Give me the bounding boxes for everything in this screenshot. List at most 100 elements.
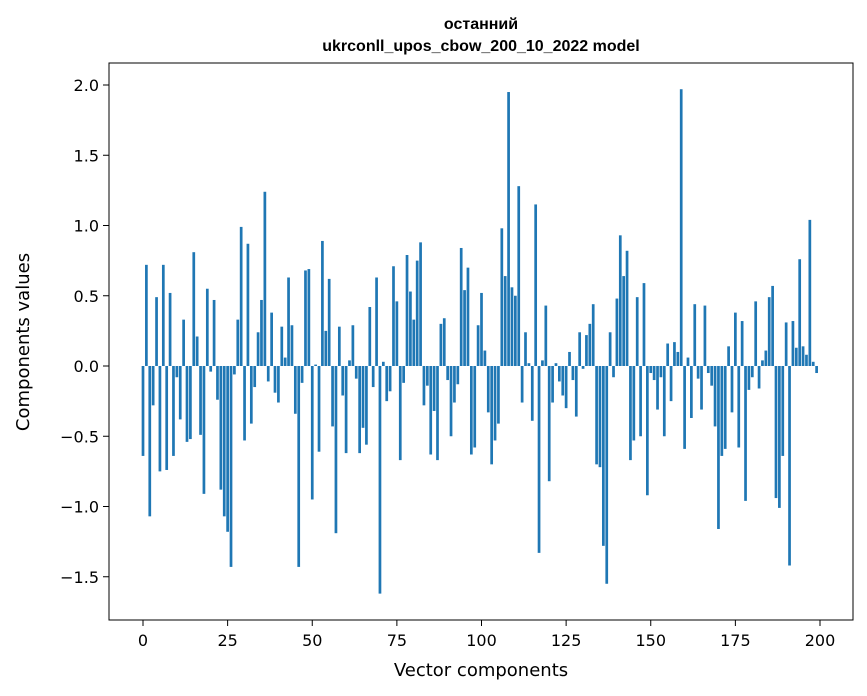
bar (568, 351, 571, 366)
bar (222, 366, 226, 517)
bar (405, 255, 409, 366)
bar (734, 312, 737, 366)
bar (358, 366, 361, 454)
bar (632, 366, 636, 441)
bar (348, 360, 351, 366)
bar (385, 366, 389, 402)
x-tick-label: 100 (466, 631, 497, 650)
bar (612, 366, 615, 378)
y-axis-ticks: −1.5 −1.0 −0.5 0.0 0.5 1.0 1.5 2.0 (60, 76, 109, 587)
bar (344, 366, 348, 454)
bar (442, 318, 446, 366)
bar (161, 264, 165, 366)
bar (273, 366, 277, 393)
bar (429, 366, 433, 455)
bar (205, 288, 209, 366)
bar (564, 366, 568, 409)
bar (365, 366, 368, 445)
bar (321, 240, 324, 366)
bar (635, 297, 639, 366)
bar (642, 283, 646, 366)
bar (419, 242, 422, 366)
bar (209, 366, 213, 372)
bar (151, 366, 155, 406)
bar (740, 321, 744, 366)
bar (534, 204, 538, 366)
bar (585, 335, 588, 366)
bar (145, 264, 148, 366)
bar (249, 366, 253, 424)
bar (337, 326, 341, 366)
bar (280, 326, 284, 366)
bar (591, 304, 595, 366)
bar (639, 366, 642, 437)
bar (497, 366, 500, 424)
bar (679, 89, 683, 366)
x-tick-label: 200 (805, 631, 836, 650)
bar (449, 366, 453, 437)
y-tick-label: −0.5 (60, 427, 99, 446)
bar (476, 325, 480, 366)
x-tick-label: 175 (720, 631, 751, 650)
bar (236, 319, 240, 366)
bar (524, 332, 527, 366)
bar (693, 304, 697, 366)
bar (155, 297, 158, 366)
bar (459, 247, 463, 366)
chart-title-line-1: останний (444, 16, 518, 33)
bar (354, 366, 358, 379)
bar (703, 305, 707, 366)
bar (233, 366, 236, 375)
bar (425, 366, 429, 386)
bar (297, 366, 301, 567)
bar (490, 366, 494, 465)
bar (243, 366, 246, 441)
bar (212, 299, 216, 366)
bar (141, 366, 145, 456)
bar (368, 306, 372, 366)
bar (388, 366, 392, 392)
bar (469, 366, 473, 455)
bar (554, 363, 558, 366)
bar (172, 366, 175, 456)
bar (571, 366, 575, 381)
bar (744, 366, 747, 501)
bar (175, 366, 179, 378)
bar (331, 366, 334, 427)
bar (669, 366, 673, 402)
y-axis-label: Components values (13, 253, 34, 431)
bar (649, 366, 653, 374)
bar (412, 319, 416, 366)
bar (466, 267, 470, 366)
bar (246, 243, 250, 366)
bar (514, 295, 517, 366)
bar (629, 366, 632, 461)
bar (324, 330, 328, 367)
bar (622, 276, 626, 366)
bar (710, 366, 714, 386)
bar (673, 342, 676, 366)
y-tick-label: 1.5 (74, 146, 99, 165)
bar (168, 292, 172, 366)
bar (794, 347, 798, 366)
bar (486, 366, 490, 413)
bar (686, 357, 690, 366)
bar (229, 366, 233, 567)
bar (483, 350, 487, 366)
bar (683, 366, 686, 449)
bar (304, 270, 307, 366)
bar (602, 366, 605, 546)
x-tick-label: 75 (387, 631, 407, 650)
bar (480, 292, 483, 366)
bar (788, 366, 791, 566)
bar (341, 366, 345, 396)
bar (551, 366, 554, 403)
bar (398, 366, 402, 461)
bar (510, 287, 514, 366)
chart-title-line-2: ukrconll_upos_cbow_200_10_2022 model (322, 38, 639, 55)
bar (520, 366, 524, 403)
bar (300, 366, 304, 383)
bar (351, 325, 355, 366)
bar (801, 346, 805, 366)
bar (314, 364, 317, 366)
